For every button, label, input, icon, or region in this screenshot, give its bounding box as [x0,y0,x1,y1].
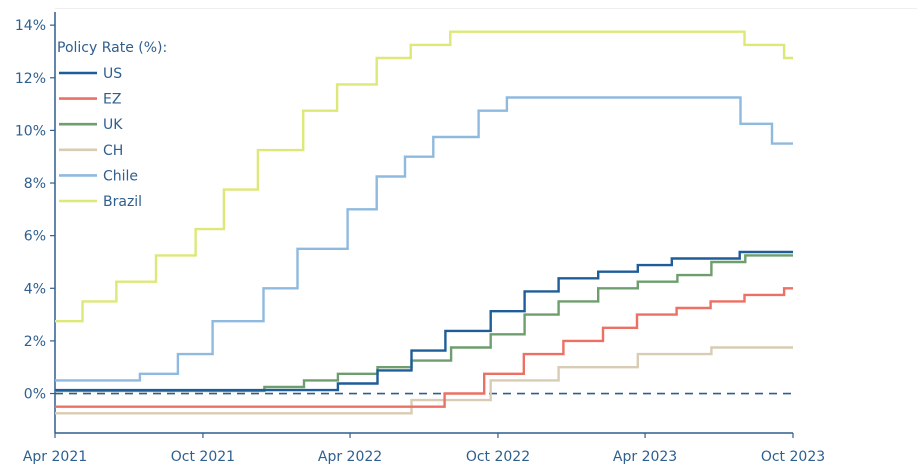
series-line-uk [55,254,793,393]
x-tick-label: Apr 2021 [23,449,87,465]
y-tick-label: 10% [15,123,46,139]
x-tick-label: Oct 2021 [171,449,235,465]
series-line-chile [55,96,793,382]
x-tick-label: Apr 2023 [613,449,677,465]
y-tick-label: 0% [24,387,46,403]
legend-label-uk: UK [103,117,123,133]
x-tick-label: Apr 2022 [318,449,382,465]
legend-label-ez: EZ [103,92,121,108]
legend-label-brazil: Brazil [103,194,142,210]
legend-label-ch: CH [103,143,123,159]
legend-label-us: US [103,66,122,82]
x-tick-label: Oct 2023 [761,449,825,465]
y-tick-label: 6% [24,229,46,245]
series-line-ch [55,346,793,415]
y-tick-label: 2% [24,334,46,350]
legend-label-chile: Chile [103,168,138,184]
y-tick-label: 8% [24,176,46,192]
legend-title: Policy Rate (%): [57,40,167,56]
series-line-ez [55,287,793,408]
y-tick-label: 14% [15,18,46,34]
y-tick-label: 12% [15,71,46,87]
x-tick-label: Oct 2022 [466,449,530,465]
y-tick-label: 4% [24,281,46,297]
series-line-brazil [55,30,793,323]
series-line-us [55,250,793,392]
